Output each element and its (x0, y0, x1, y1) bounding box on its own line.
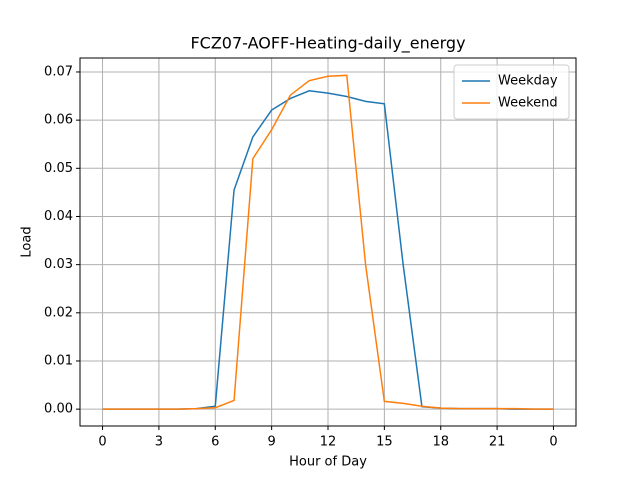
legend-label: Weekday (498, 74, 558, 89)
legend-box (453, 64, 570, 120)
y-tick-label: 0.03 (44, 257, 73, 272)
chart-title: FCZ07-AOFF-Heating-daily_energy (190, 34, 465, 54)
x-axis-label: Hour of Day (289, 455, 367, 470)
plot-frame (79, 57, 577, 427)
y-tick-label: 0.00 (44, 402, 73, 417)
y-tick-label: 0.02 (44, 305, 73, 320)
x-tick-label: 21 (489, 435, 506, 450)
line-series (102, 74, 554, 410)
y-tick-label: 0.05 (44, 161, 73, 176)
x-tick-label: 0 (98, 435, 106, 450)
x-tick-label: 3 (155, 435, 163, 450)
x-tick-label: 6 (211, 435, 219, 450)
x-tick-label: 9 (267, 435, 275, 450)
y-tick-label: 0.06 (44, 113, 73, 128)
x-tick-label: 18 (432, 435, 449, 450)
legend-label: Weekend (498, 96, 558, 111)
y-tick-label: 0.07 (44, 64, 73, 79)
x-tick-label: 0 (549, 435, 557, 450)
x-tick-label: 12 (320, 435, 337, 450)
x-tick-label: 15 (376, 435, 393, 450)
y-axis-label: Load (20, 226, 35, 257)
y-tick-label: 0.04 (44, 209, 73, 224)
y-tick-label: 0.01 (44, 353, 73, 368)
